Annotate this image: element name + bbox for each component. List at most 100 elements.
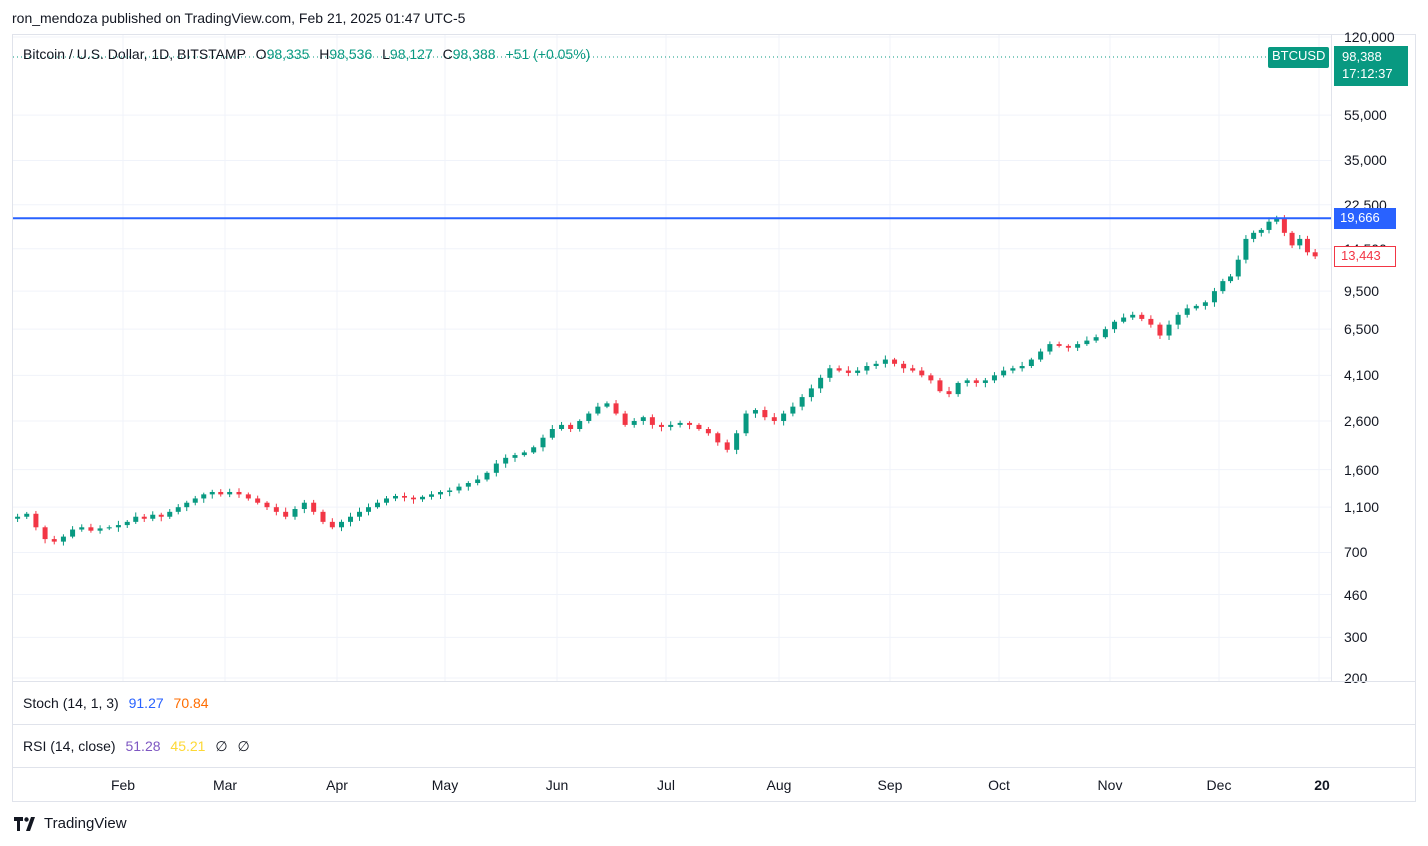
candle-body <box>420 496 425 500</box>
candle-body <box>595 406 601 414</box>
candle-body <box>1258 229 1264 233</box>
candle-body <box>622 413 628 425</box>
stoch-name: Stoch (14, 1, 3) <box>23 695 119 711</box>
candle-body <box>79 527 85 530</box>
candlestick-chart[interactable] <box>13 35 1331 681</box>
price-tick-label: 4,100 <box>1344 367 1380 384</box>
time-tick-label: Jul <box>657 777 675 793</box>
candle-body <box>273 507 279 512</box>
rsi-empty-1: ∅ <box>215 738 228 754</box>
close-key: C <box>442 46 453 62</box>
stoch-k-value: 91.27 <box>128 695 164 711</box>
price-tick-label: 9,500 <box>1344 283 1380 300</box>
candle-body <box>1202 302 1208 306</box>
candle-body <box>982 380 988 383</box>
candle-body <box>1130 314 1136 318</box>
candle-body <box>1001 370 1007 376</box>
last-price: 98,388 <box>1342 49 1382 64</box>
candle-body <box>882 359 888 364</box>
candle-body <box>827 368 833 378</box>
candle-body <box>799 397 805 407</box>
candles <box>15 215 1318 546</box>
candle-body <box>1010 368 1016 371</box>
candle-body <box>133 516 139 522</box>
candle-body <box>613 403 619 414</box>
candle-body <box>919 370 925 376</box>
candle-body <box>33 513 39 528</box>
tradingview-brand: TradingView <box>44 815 127 832</box>
candle-body <box>329 521 335 528</box>
symbol-badge[interactable]: BTCUSD <box>1268 47 1330 68</box>
candle-body <box>991 375 997 381</box>
candle-body <box>503 457 509 464</box>
candle-body <box>649 417 655 425</box>
candle-body <box>808 388 814 398</box>
candle-body <box>1251 232 1257 239</box>
candle-body <box>604 403 610 407</box>
candle-body <box>375 502 380 508</box>
tradingview-logo[interactable]: TradingView <box>14 815 127 832</box>
time-tick-label: Jun <box>545 777 569 793</box>
candle-body <box>1281 218 1287 233</box>
price-axis[interactable]: 120,00055,00035,00022,50014,5009,5006,50… <box>1331 29 1415 686</box>
candle-body <box>901 363 907 369</box>
candle-body <box>184 502 190 508</box>
candle-body <box>910 368 916 371</box>
candle-body <box>1243 238 1249 260</box>
candle-body <box>1304 238 1310 253</box>
chart-grid <box>13 35 1331 681</box>
candle-body <box>1228 276 1234 282</box>
candle-body <box>150 514 156 519</box>
candle-body <box>264 502 270 508</box>
time-tick-label: Feb <box>110 777 136 793</box>
price-tick-label: 1,100 <box>1344 499 1380 516</box>
candle-body <box>705 429 711 434</box>
candle-body <box>937 380 943 392</box>
high-value: 98,536 <box>329 46 373 62</box>
candle-body <box>1166 324 1172 336</box>
rsi-pane[interactable]: RSI (14, close) 51.28 45.21 ∅ ∅ <box>13 724 1415 767</box>
candle-body <box>790 406 796 414</box>
candle-body <box>311 502 317 512</box>
price-tick-label: 300 <box>1344 629 1368 646</box>
price-tick-label: 6,500 <box>1344 321 1380 338</box>
low-value: 98,127 <box>389 46 433 62</box>
candle-body <box>762 410 768 418</box>
time-axis[interactable]: Feb Mar Apr May Jun Jul Aug Sep Oct Nov Dec 20 <box>13 767 1415 801</box>
candle-body <box>70 529 76 537</box>
stoch-pane[interactable]: Stoch (14, 1, 3) 91.27 70.84 <box>13 681 1415 724</box>
candle-body <box>255 498 261 503</box>
rsi-name: RSI (14, close) <box>23 738 116 754</box>
time-tick-label: 20 <box>1314 777 1330 793</box>
candle-body <box>658 424 664 427</box>
open-value: 98,335 <box>266 46 310 62</box>
candle-body <box>549 429 555 438</box>
close-value: 98,388 <box>452 46 496 62</box>
candle-body <box>771 417 777 421</box>
price-tick-label: 120,000 <box>1344 29 1395 45</box>
candle-body <box>245 494 251 499</box>
candle-body <box>521 452 527 456</box>
candle-body <box>283 511 289 517</box>
candle-body <box>1157 324 1163 336</box>
candle-body <box>1019 366 1025 369</box>
candle-body <box>484 472 490 480</box>
main-chart-area[interactable] <box>13 35 1331 681</box>
candle-body <box>1056 344 1062 346</box>
ohlc-legend: Bitcoin / U.S. Dollar, 1D, BITSTAMP O98,… <box>23 46 590 62</box>
candle-body <box>743 413 749 434</box>
candle-body <box>1093 337 1099 341</box>
candle-body <box>320 511 326 522</box>
candle-body <box>687 422 693 425</box>
price-tick-label: 35,000 <box>1344 152 1387 169</box>
candle-body <box>1112 321 1118 330</box>
candle-body <box>465 483 471 487</box>
candle-body <box>339 521 344 528</box>
candle-body <box>855 370 861 373</box>
candle-body <box>88 527 94 531</box>
level-badge: 19,666 <box>1334 208 1396 229</box>
time-tick-label: Nov <box>1097 777 1123 793</box>
candle-body <box>1139 314 1145 319</box>
candle-body <box>475 479 481 484</box>
candle-body <box>402 495 407 498</box>
